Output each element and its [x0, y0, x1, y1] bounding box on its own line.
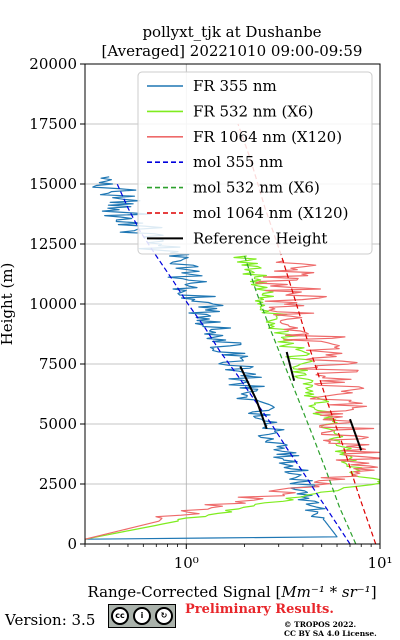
- legend-label: FR 1064 nm (X120): [193, 128, 342, 146]
- series-line-reference-height: [285, 351, 296, 382]
- y-tick-label: 20000: [29, 55, 77, 73]
- legend-label: mol 1064 nm (X120): [193, 204, 348, 222]
- axis-ticks: 0 2500 5000 7500 10000 12500 15000 17500 20000 10…: [29, 55, 392, 572]
- chart-title-line2: [Averaged] 20221010 09:00-09:59: [102, 42, 363, 60]
- version-label: Version: 3.5: [5, 611, 96, 629]
- x-tick-label: 10¹: [367, 554, 392, 572]
- legend-label: FR 355 nm: [193, 77, 277, 95]
- x-tick-label: 10⁰: [174, 554, 199, 572]
- x-axis-label: Range-Corrected Signal [Mm⁻¹ * sr⁻¹]: [87, 583, 376, 600]
- legend: FR 355 nm FR 532 nm (X6) FR 1064 nm (X120)…: [137, 71, 373, 255]
- y-tick-label: 0: [67, 535, 77, 553]
- by-icon: i: [133, 607, 151, 625]
- y-tick-label: 15000: [29, 175, 77, 193]
- series-line-reference-height: [239, 365, 268, 430]
- x-axis-label-unit: Mm⁻¹ * sr⁻¹: [280, 583, 370, 600]
- legend-label: mol 532 nm (X6): [193, 179, 320, 197]
- legend-label: Reference Height: [193, 229, 327, 247]
- legend-label: FR 532 nm (X6): [193, 102, 313, 120]
- series-line-reference-height: [349, 418, 363, 451]
- y-axis-label: Height (m): [0, 263, 16, 346]
- cc-icon: cc: [111, 607, 129, 625]
- series-line-mol-532-nm-x6: [244, 255, 357, 544]
- chart-svg: pollyxt_tjk at Dushanbe [Averaged] 20221…: [0, 23, 393, 600]
- y-tick-label: 2500: [39, 475, 77, 493]
- y-tick-label: 12500: [29, 235, 77, 253]
- y-tick-label: 7500: [39, 355, 77, 373]
- copyright-line2: CC BY SA 4.0 License.: [284, 629, 377, 638]
- legend-box: [137, 71, 373, 255]
- cc-license-badge: cc i ↻: [108, 604, 176, 628]
- y-tick-label: 5000: [39, 415, 77, 433]
- copyright-notice: © TROPOS 2022. CC BY SA 4.0 License.: [284, 620, 377, 638]
- legend-label: mol 355 nm: [193, 153, 283, 171]
- series-line-fr-1064-nm-x120: [85, 260, 380, 543]
- preliminary-results-label: Preliminary Results.: [185, 602, 334, 617]
- x-axis-label-close: ]: [371, 583, 377, 600]
- y-tick-label: 17500: [29, 115, 77, 133]
- y-tick-label: 10000: [29, 295, 77, 313]
- x-axis-label-text: Range-Corrected Signal [: [87, 583, 281, 600]
- copyright-line1: © TROPOS 2022.: [284, 620, 357, 629]
- chart-title-line1: pollyxt_tjk at Dushanbe: [142, 23, 321, 41]
- sa-icon: ↻: [155, 607, 173, 625]
